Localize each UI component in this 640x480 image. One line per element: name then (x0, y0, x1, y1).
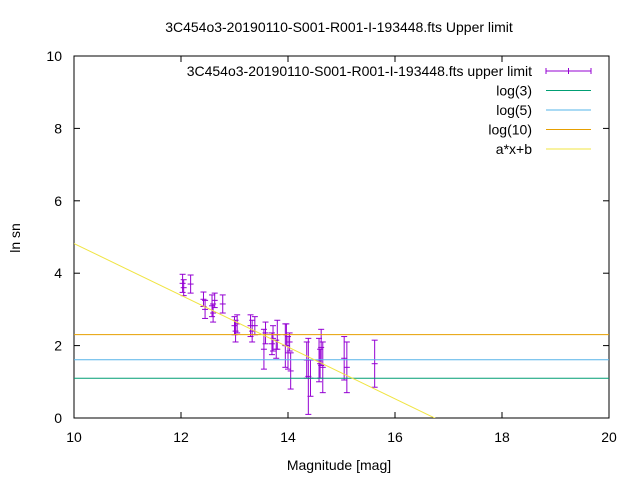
series-4 (74, 243, 436, 418)
data-point (262, 321, 269, 345)
fit-line (74, 243, 436, 418)
data-point (187, 274, 194, 294)
legend-label: 3C454o3-20190110-S001-R001-I-193448.fts … (187, 63, 532, 79)
y-axis: 0 2 4 6 8 10 (46, 48, 609, 426)
data-point (371, 339, 378, 388)
data-point (287, 352, 294, 390)
data-point (341, 336, 348, 381)
x-tick-label: 10 (66, 429, 82, 445)
y-tick-label: 10 (46, 48, 62, 64)
data-point (202, 299, 209, 319)
data-point (343, 341, 350, 394)
data-point (180, 279, 187, 297)
series-layer (74, 243, 609, 418)
plot-area (73, 55, 610, 419)
x-tick-label: 12 (173, 429, 189, 445)
x-tick-label: 20 (601, 429, 617, 445)
data-point (179, 273, 186, 293)
y-tick-label: 6 (54, 193, 62, 209)
data-point (319, 341, 326, 394)
legend-label: a*x+b (496, 141, 532, 157)
data-point (270, 325, 277, 352)
x-axis: 10 12 14 16 18 20 (66, 56, 617, 445)
legend-label: log(5) (496, 102, 532, 118)
y-tick-label: 4 (54, 265, 62, 281)
data-point (219, 294, 226, 314)
y-tick-label: 2 (54, 338, 62, 354)
y-tick-label: 8 (54, 120, 62, 136)
chart-title: 3C454o3-20190110-S001-R001-I-193448.fts … (165, 19, 513, 35)
x-tick-label: 16 (387, 429, 403, 445)
x-axis-label: Magnitude [mag] (287, 457, 391, 473)
y-axis-label: ln sn (7, 223, 23, 253)
legend-label: log(10) (488, 122, 532, 138)
data-point (249, 319, 256, 343)
legend-label: log(3) (496, 83, 532, 99)
plot-border (73, 55, 610, 419)
x-tick-label: 18 (494, 429, 510, 445)
series-0 (179, 273, 378, 415)
data-point (231, 316, 238, 336)
y-tick-label: 0 (54, 410, 62, 426)
data-point (211, 292, 218, 309)
x-tick-label: 14 (280, 429, 296, 445)
legend: 3C454o3-20190110-S001-R001-I-193448.fts … (187, 63, 592, 157)
